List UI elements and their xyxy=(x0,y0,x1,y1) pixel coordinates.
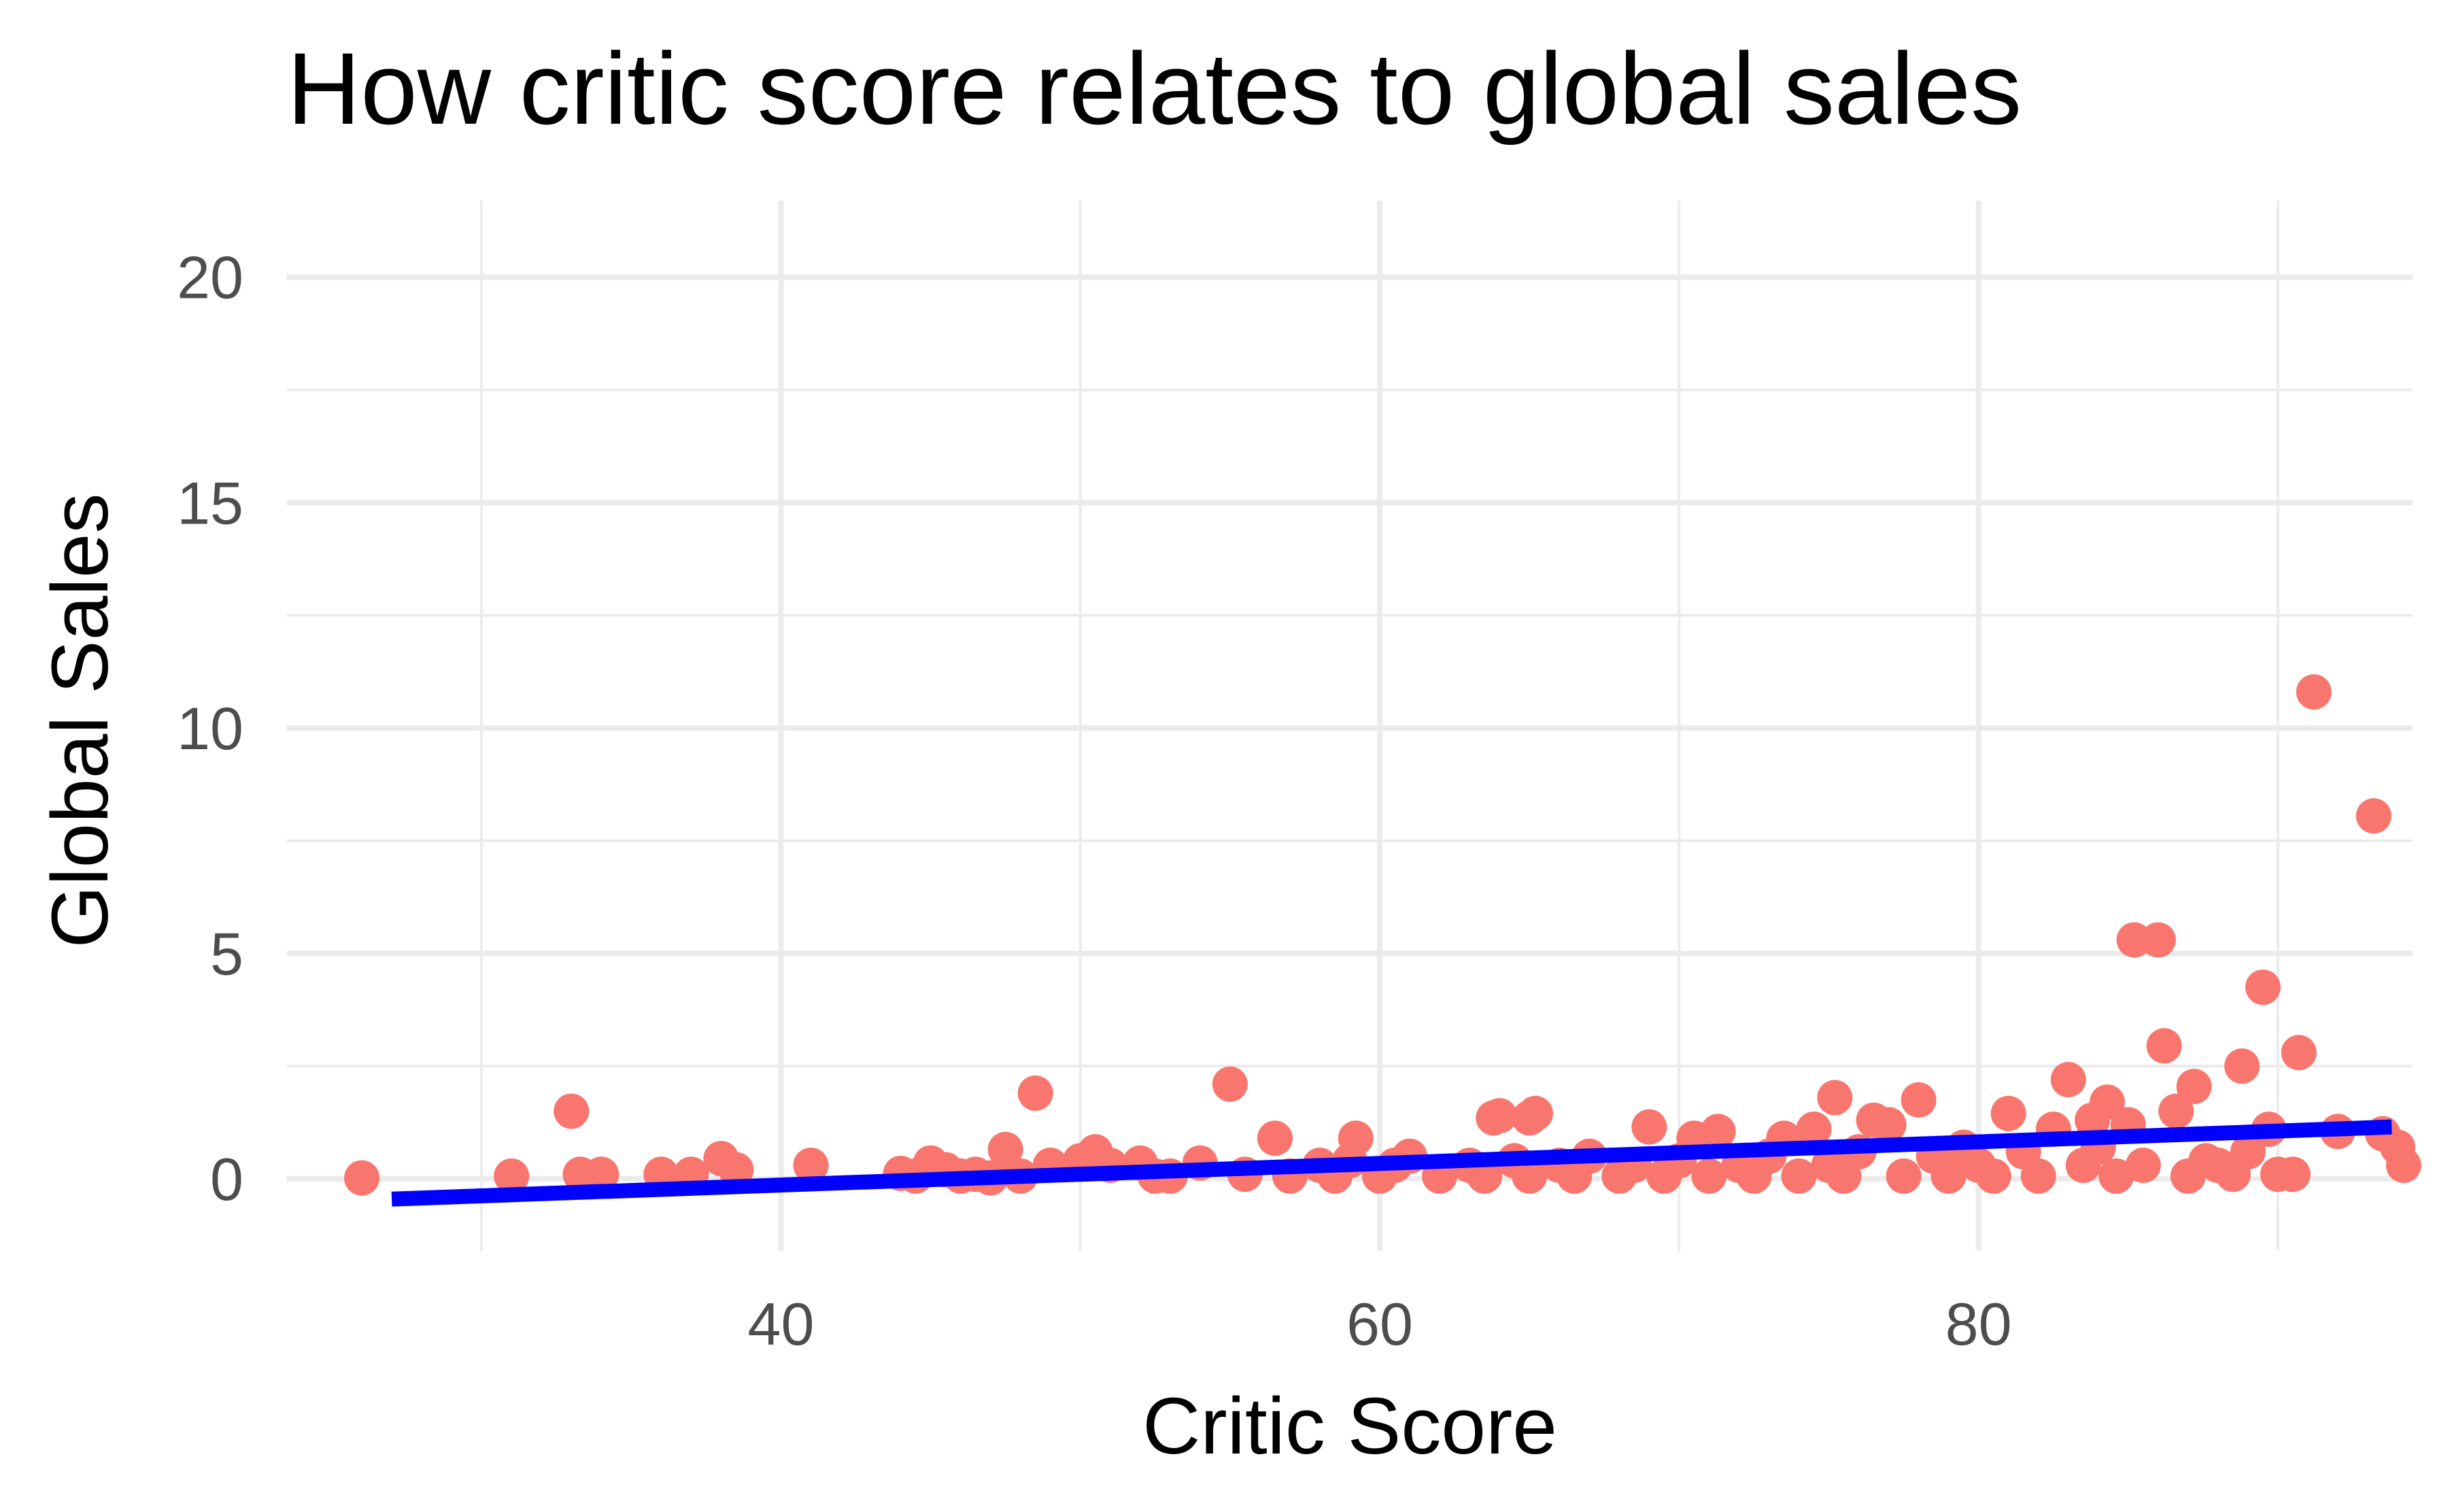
gridlines xyxy=(287,201,2413,1251)
y-tick-labels: 0 5 10 15 20 xyxy=(177,244,243,1213)
data-point xyxy=(2125,1148,2161,1184)
data-point xyxy=(1975,1158,2011,1194)
data-point xyxy=(1512,1158,1548,1194)
y-axis-title: Global Sales xyxy=(35,493,125,948)
x-axis-title: Critic Score xyxy=(1142,1381,1557,1471)
data-point xyxy=(1257,1120,1293,1156)
y-tick-label: 5 xyxy=(210,920,243,987)
data-point xyxy=(1871,1107,1907,1143)
data-point xyxy=(1517,1095,1553,1131)
data-point xyxy=(2098,1158,2135,1194)
data-point xyxy=(2158,1093,2194,1129)
data-point xyxy=(1691,1158,1727,1194)
data-point xyxy=(2224,1048,2260,1084)
data-point xyxy=(2275,1156,2311,1192)
y-tick-label: 0 xyxy=(210,1146,243,1213)
data-point xyxy=(2089,1084,2125,1120)
x-tick-label: 40 xyxy=(748,1290,815,1358)
y-tick-label: 15 xyxy=(177,469,243,536)
x-tick-labels: 40 60 80 xyxy=(748,1290,2012,1358)
data-point xyxy=(2385,1148,2421,1184)
trend-line-group xyxy=(391,1119,2392,1207)
data-point xyxy=(554,1093,590,1129)
trend-line xyxy=(391,1119,2392,1207)
data-point xyxy=(2050,1062,2086,1098)
data-point xyxy=(583,1156,619,1192)
chart-title: How critic score relates to global sales xyxy=(287,31,2022,145)
data-point xyxy=(344,1160,380,1196)
data-point xyxy=(1886,1158,1922,1194)
data-point xyxy=(718,1152,754,1188)
x-tick-label: 80 xyxy=(1945,1290,2012,1358)
data-point xyxy=(2230,1134,2266,1170)
x-tick-label: 60 xyxy=(1346,1290,1413,1358)
y-tick-label: 20 xyxy=(177,244,243,311)
data-point xyxy=(2245,969,2281,1006)
data-point xyxy=(793,1148,829,1184)
data-point xyxy=(2140,922,2176,958)
data-point xyxy=(1631,1109,1667,1145)
data-point xyxy=(1212,1066,1248,1102)
data-point xyxy=(1931,1158,1967,1194)
data-point xyxy=(2356,798,2392,834)
data-point xyxy=(494,1158,530,1194)
data-point xyxy=(2296,674,2332,710)
data-point xyxy=(2176,1068,2212,1104)
data-point xyxy=(1700,1114,1736,1150)
data-point xyxy=(2281,1035,2317,1071)
data-point xyxy=(2020,1158,2056,1194)
data-point xyxy=(1781,1158,1817,1194)
data-point xyxy=(987,1131,1023,1167)
data-point xyxy=(1990,1095,2026,1131)
y-tick-label: 10 xyxy=(177,695,243,762)
scatter-points xyxy=(344,674,2421,1196)
data-point xyxy=(1482,1098,1518,1134)
data-point xyxy=(2146,1028,2182,1064)
data-point xyxy=(1817,1080,1853,1116)
data-point xyxy=(1017,1075,1053,1111)
data-point xyxy=(1796,1111,1832,1147)
data-point xyxy=(1901,1082,1937,1118)
data-point xyxy=(1338,1120,1374,1156)
